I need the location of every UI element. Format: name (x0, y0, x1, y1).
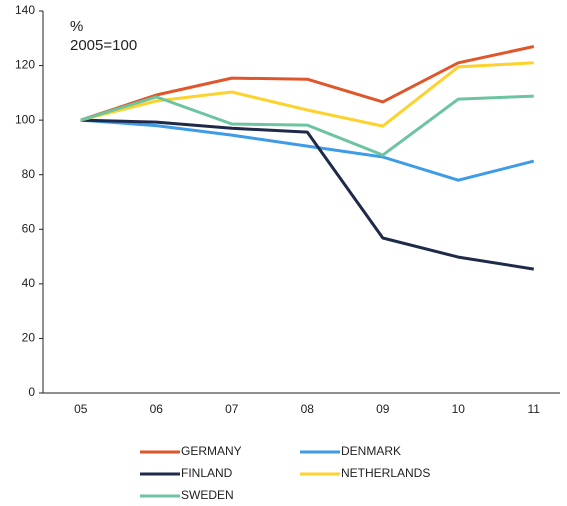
y-tick-label: 100 (15, 112, 35, 126)
legend-label: FINLAND (181, 466, 233, 480)
y-tick-label: 20 (22, 331, 36, 345)
annotation: 2005=100 (70, 37, 137, 54)
legend-label: SWEDEN (181, 488, 234, 502)
series-line (80, 118, 535, 271)
y-tick-label: 80 (22, 167, 36, 181)
x-tick-label: 08 (301, 402, 315, 416)
legend-label: DENMARK (341, 444, 401, 458)
x-tick-label: 09 (376, 402, 390, 416)
series-line (80, 61, 534, 128)
y-tick-label: 40 (22, 276, 36, 290)
series-line (80, 118, 535, 182)
y-tick-label: 120 (15, 58, 35, 72)
y-tick-label: 0 (28, 385, 35, 399)
y-tick-label: 60 (22, 221, 36, 235)
series-line (80, 45, 535, 122)
x-tick-label: 05 (74, 402, 88, 416)
y-tick-label: 140 (15, 3, 35, 17)
legend-label: NETHERLANDS (341, 466, 430, 480)
legend-label: GERMANY (181, 444, 242, 458)
x-tick-label: 11 (528, 402, 541, 416)
series-line (80, 94, 534, 157)
x-tick-label: 06 (150, 402, 164, 416)
x-tick-label: 10 (452, 402, 466, 416)
annotation: % (70, 18, 83, 35)
x-tick-label: 07 (225, 402, 239, 416)
